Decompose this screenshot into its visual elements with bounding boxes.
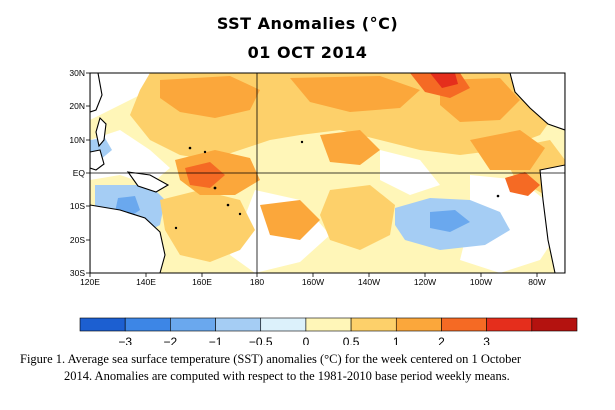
lat-label: EQ	[73, 168, 86, 178]
colorbar-segment	[531, 317, 578, 332]
colorbar-tick-label: −3	[118, 335, 132, 345]
colorbar-tick-label: 2	[438, 335, 445, 345]
colorbar-segment	[170, 317, 216, 332]
islands	[174, 140, 500, 230]
caption-line-1: Figure 1. Average sea surface temperatur…	[20, 352, 522, 366]
map-panel	[90, 73, 565, 273]
new-guinea-land	[126, 171, 170, 193]
lat-label: 20N	[69, 101, 85, 111]
sst-anomaly-map: 30N 20N 10N EQ 10S 20S 30S 120E 140E 160…	[69, 68, 578, 345]
chart-date: 01 OCT 2014	[247, 43, 368, 62]
lon-label: 160W	[302, 277, 324, 287]
lon-label: 120E	[80, 277, 100, 287]
colorbar	[79, 317, 578, 332]
strong-warm-regions	[185, 73, 540, 196]
lon-label: 140E	[136, 277, 156, 287]
extreme-warm-regions	[430, 73, 458, 88]
lat-label: 30S	[70, 268, 85, 278]
lat-label: 10N	[69, 135, 85, 145]
colorbar-segment	[215, 317, 262, 332]
colorbar-segment	[350, 317, 397, 332]
colorbar-tick-label: 3	[483, 335, 490, 345]
colorbar-tick-label: −1	[209, 335, 223, 345]
lat-label: 20S	[70, 235, 85, 245]
colorbar-tick-label: −0.5	[249, 335, 273, 345]
lon-label: 80W	[528, 277, 545, 287]
colorbar-tick-label: 1	[393, 335, 400, 345]
latitude-axis: 30N 20N 10N EQ 10S 20S 30S	[69, 68, 90, 278]
colorbar-segment	[395, 317, 442, 332]
colorbar-segment	[305, 317, 352, 332]
colorbar-tick-label: 0	[303, 335, 310, 345]
lon-label: 100W	[470, 277, 492, 287]
figure-caption: Figure 1. Average sea surface temperatur…	[20, 351, 610, 385]
colorbar-tick-label: −2	[164, 335, 178, 345]
east-asia-land	[90, 73, 103, 113]
caption-line-2: 2014. Anomalies are computed with respec…	[64, 369, 510, 383]
north-america-land	[509, 73, 565, 131]
land-masses	[90, 73, 565, 273]
borneo-land	[90, 149, 105, 171]
lon-label: 140W	[358, 277, 380, 287]
chart-title: SST Anomalies (°C)	[216, 14, 399, 33]
australia-land	[90, 204, 166, 273]
lat-label: 10S	[70, 201, 85, 211]
philippines-land	[95, 116, 107, 148]
south-america-land	[539, 164, 565, 273]
lon-label: 180	[250, 277, 264, 287]
moderate-warm-regions	[160, 76, 545, 240]
lon-label: 120W	[414, 277, 436, 287]
lat-label: 30N	[69, 68, 85, 78]
colorbar-segment	[441, 317, 487, 332]
colorbar-segment	[124, 317, 171, 332]
colorbar-tick-label: 0.5	[343, 335, 360, 345]
colorbar-segment	[260, 317, 307, 332]
colorbar-segment	[486, 317, 533, 332]
colorbar-segment	[79, 317, 126, 332]
longitude-axis: 120E 140E 160E 180 160W 140W 120W 100W 8…	[80, 273, 546, 287]
lon-label: 160E	[192, 277, 212, 287]
colorbar-labels: −3 −2 −1 −0.5 0 0.5 1 2 3	[118, 335, 490, 345]
